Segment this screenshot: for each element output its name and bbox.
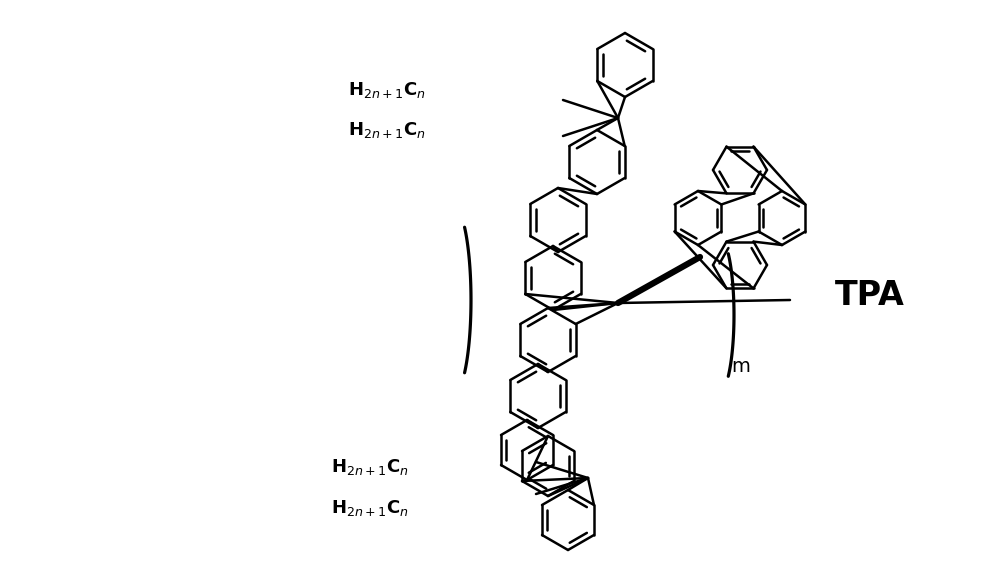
Text: H$_{2n+1}$C$_n$: H$_{2n+1}$C$_n$: [331, 498, 409, 517]
Text: H$_{2n+1}$C$_n$: H$_{2n+1}$C$_n$: [348, 121, 426, 140]
Text: TPA: TPA: [835, 280, 905, 312]
Text: H$_{2n+1}$C$_n$: H$_{2n+1}$C$_n$: [331, 457, 409, 477]
Text: H$_{2n+1}$C$_n$: H$_{2n+1}$C$_n$: [348, 80, 426, 100]
Text: m: m: [731, 357, 750, 376]
